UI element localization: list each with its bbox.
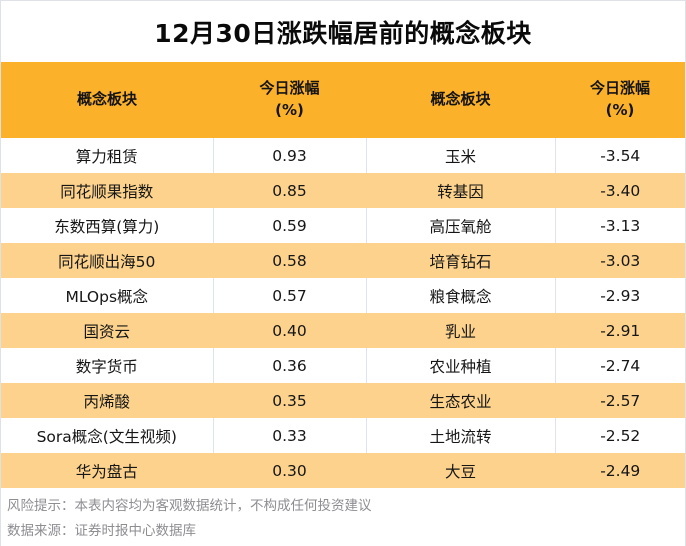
cell-loser-pct: -3.03 <box>554 243 685 278</box>
cell-gainer-pct: 0.33 <box>212 418 366 453</box>
cell-gainer-name: 算力租赁 <box>75 147 138 166</box>
cell-loser-name: 玉米 <box>365 138 555 173</box>
table-row: Sora概念(文生视频) 0.33 土地流转 -2.52 <box>1 418 685 453</box>
cell-gainer-pct: 0.40 <box>212 313 366 348</box>
cell-loser-name: 生态农业 <box>365 383 555 418</box>
table-row: MLOps概念 0.57 粮食概念 -2.93 <box>1 278 685 313</box>
cell-loser-pct: -2.91 <box>554 313 685 348</box>
cell-loser-pct: -2.49 <box>554 453 685 488</box>
cell-gainer-pct: 0.57 <box>212 278 366 313</box>
table-row: 华为盘古 0.30 大豆 -2.49 <box>1 453 685 488</box>
concept-sectors-table: 概念板块 今日涨幅 (%) 概念板块 今日涨幅 (%) <box>1 62 685 488</box>
column-header-gainer-name: 概念板块 <box>1 62 213 138</box>
column-header-gainer-pct: 今日涨幅 (%) <box>213 62 366 138</box>
cell-loser-pct: -2.74 <box>554 348 685 383</box>
header-label: 概念板块 <box>430 90 491 109</box>
cell-loser-pct: -2.52 <box>554 418 685 453</box>
column-header-loser-pct: 今日涨幅 (%) <box>555 62 685 138</box>
risk-disclaimer: 风险提示：本表内容均为客观数据统计，不构成任何投资建议 <box>7 498 372 514</box>
table-row: 同花顺出海50 0.58 培育钻石 -3.03 <box>1 243 685 278</box>
cell-loser-pct: -3.54 <box>554 138 685 173</box>
cell-gainer-pct: 0.59 <box>212 208 366 243</box>
cell-gainer-pct: 0.35 <box>212 383 366 418</box>
cell-gainer-pct: 0.85 <box>212 173 366 208</box>
cell-gainer-name: 丙烯酸 <box>83 392 130 411</box>
cell-loser-pct: -2.57 <box>554 383 685 418</box>
cell-gainer-name: 华为盘古 <box>75 462 138 481</box>
cell-gainer-name: 同花顺果指数 <box>60 182 154 201</box>
cell-gainer-name: 数字货币 <box>75 357 138 376</box>
cell-loser-pct: -3.13 <box>554 208 685 243</box>
table-row: 丙烯酸 0.35 生态农业 -2.57 <box>1 383 685 418</box>
column-header-loser-name: 概念板块 <box>366 62 555 138</box>
data-source-note: 数据来源：证券时报中心数据库 <box>7 523 196 539</box>
cell-loser-pct: -2.93 <box>554 278 685 313</box>
table-row: 算力租赁 0.93 玉米 -3.54 <box>1 138 685 173</box>
header-sublabel: (%) <box>605 101 635 119</box>
table-header: 概念板块 今日涨幅 (%) 概念板块 今日涨幅 (%) <box>1 62 685 138</box>
cell-gainer-pct: 0.58 <box>212 243 366 278</box>
header-sublabel: (%) <box>275 101 304 119</box>
cell-gainer-name: Sora概念(文生视频) <box>36 427 177 446</box>
table-row: 国资云 0.40 乳业 -2.91 <box>1 313 685 348</box>
page-title: 12月30日涨跌幅居前的概念板块 <box>154 18 532 48</box>
cell-loser-name: 高压氧舱 <box>365 208 555 243</box>
cell-loser-name: 土地流转 <box>365 418 555 453</box>
header-label: 今日涨幅 <box>259 79 320 98</box>
cell-gainer-name: 东数西算(算力) <box>54 217 160 236</box>
cell-loser-name: 培育钻石 <box>365 243 555 278</box>
cell-gainer-pct: 0.30 <box>212 453 366 488</box>
cell-gainer-name: 国资云 <box>83 322 130 341</box>
cell-loser-name: 转基因 <box>365 173 555 208</box>
header-label: 今日涨幅 <box>589 79 650 98</box>
footer: 风险提示：本表内容均为客观数据统计，不构成任何投资建议 数据来源：证券时报中心数… <box>1 488 685 544</box>
header-label: 概念板块 <box>76 90 137 109</box>
cell-gainer-pct: 0.93 <box>212 138 366 173</box>
cell-loser-name: 农业种植 <box>365 348 555 383</box>
title-bar: 12月30日涨跌幅居前的概念板块 <box>1 1 685 62</box>
table-body: 算力租赁 0.93 玉米 -3.54 同花顺果指数 0.85 转基因 -3.40… <box>1 138 685 488</box>
cell-loser-name: 大豆 <box>365 453 555 488</box>
cell-loser-pct: -3.40 <box>554 173 685 208</box>
table-wrapper: 概念板块 今日涨幅 (%) 概念板块 今日涨幅 (%) <box>1 62 685 488</box>
table-row: 同花顺果指数 0.85 转基因 -3.40 <box>1 173 685 208</box>
cell-gainer-name: MLOps概念 <box>65 287 149 306</box>
cell-loser-name: 乳业 <box>365 313 555 348</box>
table-row: 东数西算(算力) 0.59 高压氧舱 -3.13 <box>1 208 685 243</box>
header-row: 概念板块 今日涨幅 (%) 概念板块 今日涨幅 (%) <box>1 62 685 138</box>
cell-gainer-pct: 0.36 <box>212 348 366 383</box>
cell-gainer-name: 同花顺出海50 <box>58 252 156 271</box>
table-row: 数字货币 0.36 农业种植 -2.74 <box>1 348 685 383</box>
cell-loser-name: 粮食概念 <box>365 278 555 313</box>
